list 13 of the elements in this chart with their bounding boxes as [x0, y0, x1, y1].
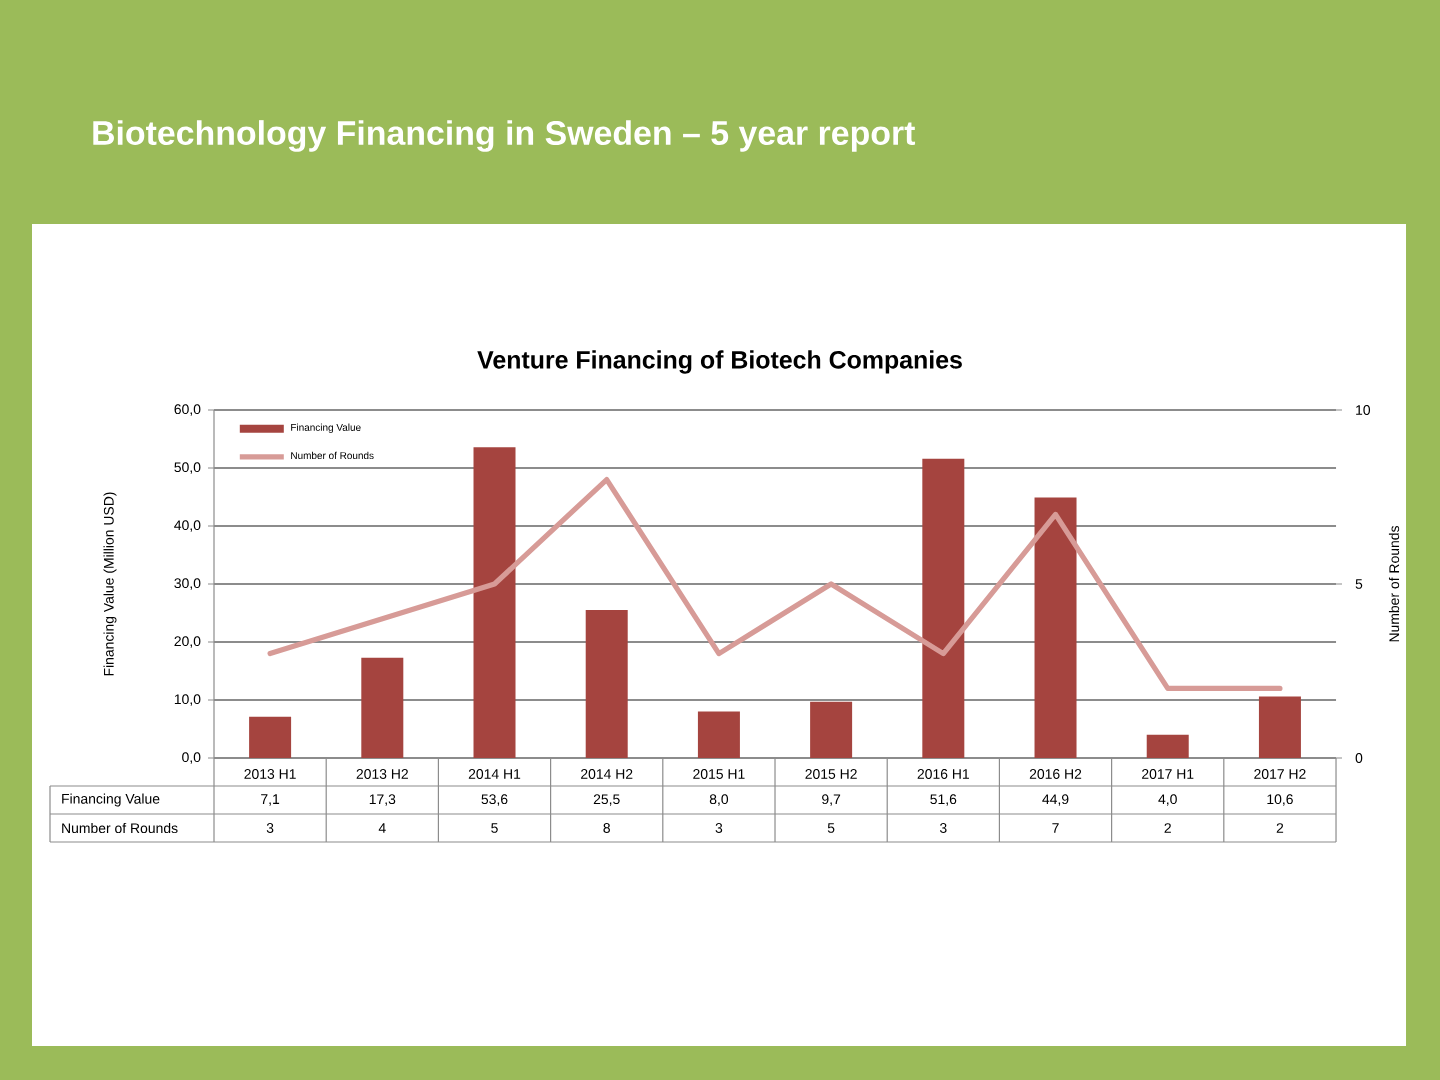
bar — [1258, 696, 1301, 758]
bar — [922, 458, 965, 758]
bar — [473, 447, 516, 758]
bar — [249, 716, 292, 758]
bar — [361, 657, 404, 758]
line-series — [267, 476, 1283, 691]
bar — [1146, 734, 1189, 758]
bar — [697, 711, 740, 758]
bar — [810, 701, 853, 758]
bar — [585, 610, 628, 758]
bar — [1034, 497, 1077, 758]
chart-title: Biotechnology Financing in Sweden – 5 year report — [93, 120, 916, 152]
chart-subtitle: Venture Financing of Biotech Companies — [477, 350, 962, 374]
